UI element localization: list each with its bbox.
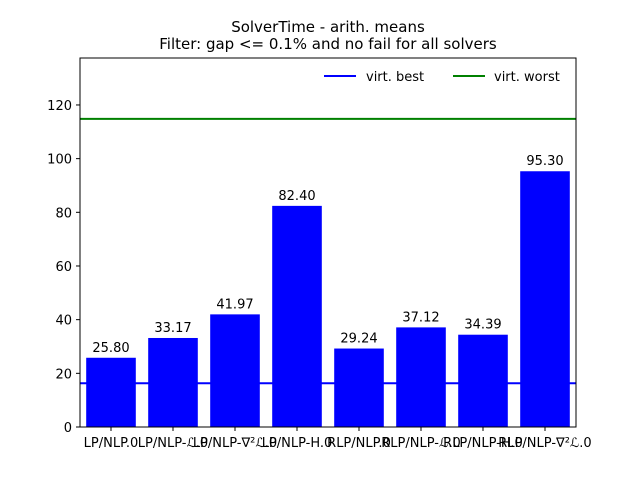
- y-tick-label-2: 40: [55, 314, 72, 329]
- data-label-2: 41.97: [216, 297, 253, 312]
- data-label-3: 82.40: [278, 189, 315, 204]
- x-tick-label-2: LP/NLP-∇²ℒ.0: [193, 436, 277, 451]
- y-tick-label-6: 120: [47, 99, 72, 114]
- x-tick-label-7: RLP/NLP-∇²ℒ.0: [498, 436, 591, 451]
- y-tick-label-1: 20: [55, 367, 72, 382]
- bar-0: [86, 357, 136, 427]
- y-tick-label-4: 80: [55, 206, 72, 221]
- bar-2: [210, 314, 260, 427]
- x-tick-label-3: LP/NLP-H.0: [262, 436, 333, 451]
- legend-label-virt-best: virt. best: [366, 70, 424, 85]
- data-label-0: 25.80: [92, 341, 129, 356]
- y-tick-label-5: 100: [47, 153, 72, 168]
- bar-5: [396, 327, 446, 427]
- data-label-4: 29.24: [340, 332, 377, 347]
- bar-6: [458, 334, 508, 427]
- y-tick-label-0: 0: [64, 421, 72, 436]
- data-label-5: 37.12: [402, 310, 439, 325]
- chart-subtitle: Filter: gap <= 0.1% and no fail for all …: [159, 35, 497, 53]
- legend: virt. best virt. worst: [324, 70, 560, 85]
- x-tick-label-4: RLP/NLP.0: [327, 436, 391, 451]
- plot-area: 25.80 LP/NLP.0 33.17 LP/NLP-ℒ.0 41.97 LP/NLP-…: [47, 57, 592, 451]
- x-tick-label-6: RLP/NLP-H.0: [443, 436, 523, 451]
- y-tick-label-3: 60: [55, 260, 72, 275]
- bar-3: [272, 205, 322, 427]
- data-label-7: 95.30: [526, 154, 563, 169]
- x-tick-label-0: LP/NLP.0: [84, 436, 139, 451]
- legend-label-virt-worst: virt. worst: [494, 70, 560, 85]
- x-tick-label-1: LP/NLP-ℒ.0: [138, 436, 208, 451]
- data-label-6: 34.39: [464, 318, 501, 333]
- bar-7: [520, 171, 570, 427]
- chart-title: SolverTime - arith. means: [231, 18, 425, 36]
- axes-frame: [79, 57, 577, 428]
- x-tick-label-5: RLP/NLP-ℒ.0: [381, 436, 460, 451]
- data-label-1: 33.17: [154, 321, 191, 336]
- bar-4: [334, 348, 384, 427]
